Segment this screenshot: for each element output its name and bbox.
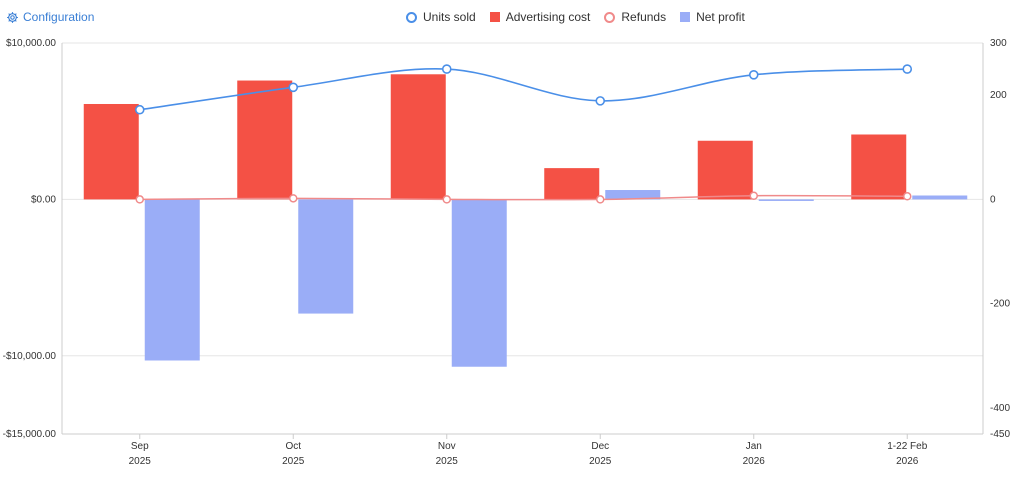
chart-legend: Units sold Advertising cost Refunds Net …	[406, 10, 759, 24]
legend-item-net-profit[interactable]: Net profit	[680, 10, 745, 24]
gear-icon	[6, 11, 19, 24]
refunds-point	[903, 192, 912, 201]
y-left-tick-label: $0.00	[31, 194, 56, 205]
units-sold-marker-icon	[406, 11, 417, 23]
x-tick-year-label: 2025	[436, 456, 459, 467]
refunds-marker-icon	[604, 11, 616, 23]
x-tick-year-label: 2025	[129, 456, 152, 467]
legend-label-units-sold: Units sold	[423, 10, 476, 24]
refunds-line	[139, 194, 908, 201]
refunds-point	[135, 195, 144, 204]
legend-item-units-sold[interactable]: Units sold	[406, 10, 476, 24]
units-sold-point	[902, 64, 913, 74]
advertising-cost-bar	[83, 103, 139, 200]
advertising-cost-bar	[697, 140, 753, 200]
units-sold-point	[595, 96, 606, 106]
advertising-cost-bar	[544, 168, 600, 200]
configuration-link[interactable]: Configuration	[6, 10, 94, 24]
net-profit-marker-icon	[680, 12, 691, 22]
x-tick-label: Nov	[438, 441, 456, 452]
x-tick-label: Oct	[285, 441, 301, 452]
x-tick-label: Sep	[131, 441, 149, 452]
units-sold-point	[748, 70, 759, 80]
refunds-point	[596, 195, 605, 204]
configuration-label: Configuration	[23, 10, 95, 24]
x-tick-year-label: 2025	[589, 456, 612, 467]
refunds-point	[749, 191, 758, 201]
x-tick-year-label: 2025	[282, 456, 305, 467]
units-sold-point	[134, 104, 145, 115]
refunds-point	[442, 195, 451, 204]
x-tick-year-label: 2026	[743, 456, 766, 467]
net-profit-bar	[298, 199, 354, 314]
y-right-tick-label: -400	[990, 403, 1010, 414]
legend-item-advertising-cost[interactable]: Advertising cost	[489, 10, 591, 24]
units-sold-line	[139, 68, 908, 111]
x-tick-label: 1-22 Feb	[887, 441, 927, 452]
y-right-tick-label: 200	[990, 90, 1007, 101]
y-left-tick-label: $10,000.00	[6, 38, 56, 49]
y-left-tick-label: -$15,000.00	[3, 429, 57, 440]
refunds-point	[289, 194, 298, 203]
x-tick-label: Jan	[746, 441, 762, 452]
x-tick-label: Dec	[591, 441, 609, 452]
advertising-cost-marker-icon	[489, 12, 500, 22]
advertising-cost-bar	[390, 74, 446, 200]
y-right-tick-label: 0	[990, 194, 996, 205]
advertising-cost-bar	[237, 80, 293, 200]
advertising-cost-bar	[851, 134, 907, 200]
y-left-tick-label: -$10,000.00	[3, 351, 57, 362]
net-profit-bar	[758, 199, 814, 201]
y-right-tick-label: -450	[990, 429, 1010, 440]
units-sold-point	[288, 82, 299, 93]
legend-label-net-profit: Net profit	[696, 10, 745, 24]
net-profit-bar	[144, 199, 200, 361]
legend-item-refunds[interactable]: Refunds	[604, 10, 666, 24]
legend-label-advertising-cost: Advertising cost	[505, 10, 591, 24]
net-profit-bar	[912, 195, 968, 200]
y-right-tick-label: -200	[990, 299, 1010, 310]
legend-label-refunds: Refunds	[621, 10, 667, 24]
units-sold-point	[441, 64, 452, 74]
y-right-tick-label: 300	[990, 38, 1007, 49]
x-tick-year-label: 2026	[896, 456, 919, 467]
net-profit-bar	[605, 190, 661, 200]
net-profit-bar	[451, 199, 507, 367]
